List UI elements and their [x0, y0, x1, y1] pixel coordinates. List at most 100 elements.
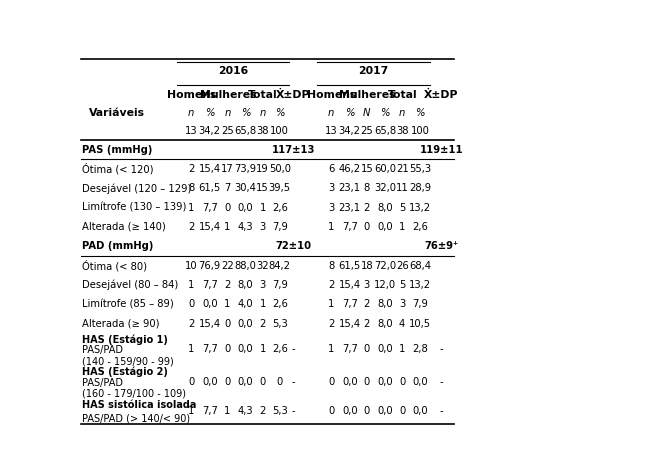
Text: 5: 5: [399, 203, 406, 213]
Text: 19: 19: [256, 164, 269, 174]
Text: 117±13: 117±13: [272, 145, 315, 154]
Text: Ẋ±DP: Ẋ±DP: [276, 90, 311, 100]
Text: 100: 100: [411, 126, 430, 136]
Text: 0: 0: [188, 377, 194, 386]
Text: 46,2: 46,2: [339, 164, 361, 174]
Text: Mulheres: Mulheres: [339, 90, 396, 100]
Text: PAS/PAD: PAS/PAD: [83, 378, 124, 388]
Text: 2: 2: [188, 222, 194, 232]
Text: 34,2: 34,2: [339, 126, 361, 136]
Text: 60,0: 60,0: [374, 164, 396, 174]
Text: 23,1: 23,1: [339, 183, 361, 193]
Text: 1: 1: [328, 299, 334, 309]
Text: 4,3: 4,3: [238, 405, 254, 416]
Text: 3: 3: [328, 183, 334, 193]
Text: 2,8: 2,8: [412, 345, 428, 354]
Text: PAS/PAD: PAS/PAD: [83, 345, 124, 355]
Text: 55,3: 55,3: [410, 164, 432, 174]
Text: 5,3: 5,3: [272, 405, 287, 416]
Text: 10: 10: [185, 260, 198, 271]
Text: 1: 1: [399, 345, 406, 354]
Text: 7,7: 7,7: [202, 345, 218, 354]
Text: 2: 2: [259, 405, 266, 416]
Text: Variáveis: Variáveis: [88, 108, 144, 118]
Text: (140 - 159/90 - 99): (140 - 159/90 - 99): [83, 356, 174, 366]
Text: 32,0: 32,0: [374, 183, 396, 193]
Text: 0: 0: [364, 377, 370, 386]
Text: 13: 13: [185, 126, 198, 136]
Text: 3: 3: [328, 203, 334, 213]
Text: 76,9: 76,9: [199, 260, 221, 271]
Text: N: N: [363, 108, 370, 118]
Text: 0: 0: [364, 405, 370, 416]
Text: 8,0: 8,0: [377, 299, 393, 309]
Text: 0,0: 0,0: [202, 299, 218, 309]
Text: n: n: [328, 108, 334, 118]
Text: 1: 1: [328, 345, 334, 354]
Text: 12,0: 12,0: [374, 280, 396, 290]
Text: 8,0: 8,0: [377, 319, 393, 329]
Text: 2: 2: [188, 164, 194, 174]
Text: 100: 100: [270, 126, 289, 136]
Text: 88,0: 88,0: [235, 260, 256, 271]
Text: n: n: [188, 108, 194, 118]
Text: 0,0: 0,0: [342, 377, 358, 386]
Text: 15,4: 15,4: [199, 222, 221, 232]
Text: 7,7: 7,7: [202, 203, 218, 213]
Text: 4,0: 4,0: [238, 299, 254, 309]
Text: 0: 0: [224, 203, 231, 213]
Text: 23,1: 23,1: [339, 203, 361, 213]
Text: 0,0: 0,0: [413, 377, 428, 386]
Text: 25: 25: [221, 126, 234, 136]
Text: Limítrofe (130 – 139): Limítrofe (130 – 139): [83, 203, 187, 213]
Text: 7,7: 7,7: [202, 405, 218, 416]
Text: 2: 2: [328, 319, 334, 329]
Text: n: n: [224, 108, 231, 118]
Text: %: %: [415, 108, 425, 118]
Text: 3: 3: [364, 280, 370, 290]
Text: Alterada (≥ 140): Alterada (≥ 140): [83, 222, 166, 232]
Text: 3: 3: [399, 299, 405, 309]
Text: 8: 8: [328, 260, 334, 271]
Text: 0: 0: [188, 299, 194, 309]
Text: 1: 1: [399, 222, 406, 232]
Text: 61,5: 61,5: [339, 260, 361, 271]
Text: 0,0: 0,0: [377, 405, 393, 416]
Text: -: -: [439, 377, 443, 386]
Text: 2016: 2016: [218, 66, 248, 76]
Text: 2,6: 2,6: [272, 203, 288, 213]
Text: 65,8: 65,8: [374, 126, 396, 136]
Text: 0: 0: [224, 319, 231, 329]
Text: 0,0: 0,0: [238, 319, 254, 329]
Text: 0,0: 0,0: [342, 405, 358, 416]
Text: 0,0: 0,0: [377, 222, 393, 232]
Text: Desejável (120 – 129): Desejável (120 – 129): [83, 183, 192, 193]
Text: 1: 1: [188, 203, 194, 213]
Text: 25: 25: [361, 126, 373, 136]
Text: 2: 2: [364, 203, 370, 213]
Text: Limítrofe (85 – 89): Limítrofe (85 – 89): [83, 299, 174, 309]
Text: 8,0: 8,0: [238, 280, 254, 290]
Text: 1: 1: [224, 222, 231, 232]
Text: 15,4: 15,4: [339, 319, 361, 329]
Text: 7,7: 7,7: [342, 222, 358, 232]
Text: n: n: [259, 108, 266, 118]
Text: 32: 32: [256, 260, 269, 271]
Text: Desejável (80 – 84): Desejável (80 – 84): [83, 280, 179, 290]
Text: 1: 1: [259, 299, 266, 309]
Text: 0: 0: [277, 377, 283, 386]
Text: Mulheres: Mulheres: [200, 90, 256, 100]
Text: 13,2: 13,2: [410, 203, 432, 213]
Text: Ótima (< 80): Ótima (< 80): [83, 260, 148, 272]
Text: 39,5: 39,5: [268, 183, 291, 193]
Text: (160 - 179/100 - 109): (160 - 179/100 - 109): [83, 388, 187, 399]
Text: 0: 0: [328, 377, 334, 386]
Text: 13,2: 13,2: [410, 280, 432, 290]
Text: -: -: [291, 345, 295, 354]
Text: 73,9: 73,9: [235, 164, 257, 174]
Text: 0,0: 0,0: [202, 377, 218, 386]
Text: 4,3: 4,3: [238, 222, 254, 232]
Text: 8: 8: [188, 183, 194, 193]
Text: 7,9: 7,9: [272, 280, 288, 290]
Text: 30,4: 30,4: [235, 183, 256, 193]
